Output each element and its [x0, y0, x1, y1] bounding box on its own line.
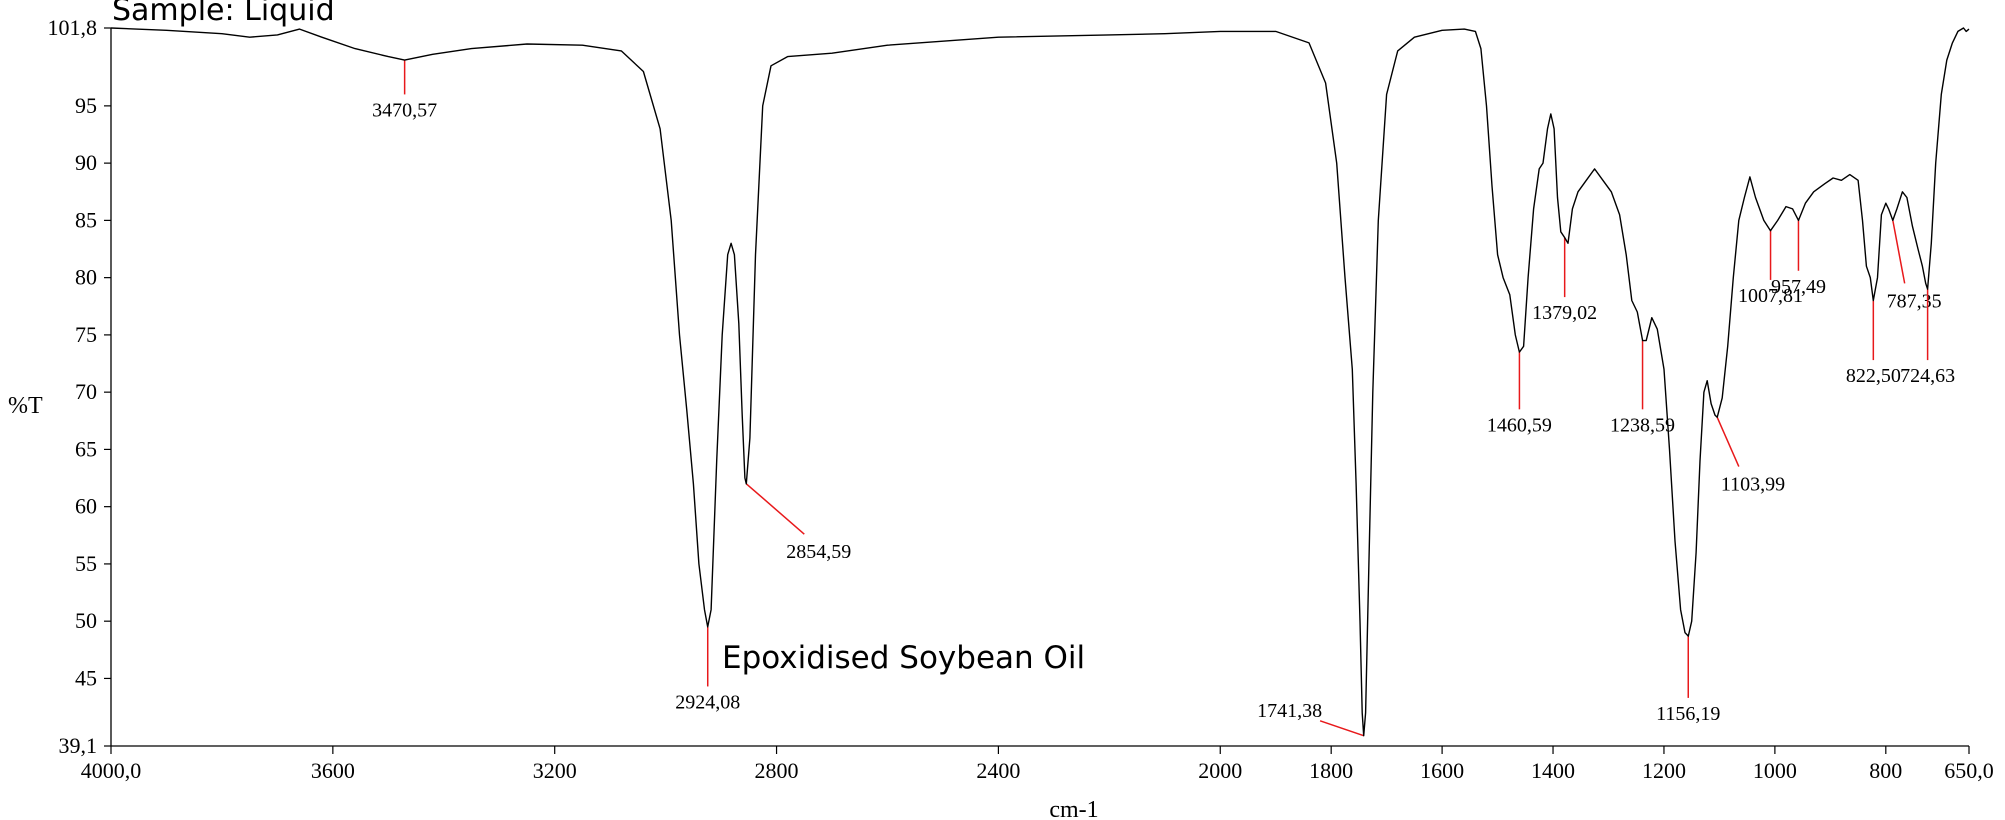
x-tick-label: 1400	[1531, 758, 1575, 783]
x-tick-label: 4000,0	[81, 758, 142, 783]
y-tick-label: 60	[75, 494, 97, 519]
y-axis-label: %T	[8, 393, 43, 419]
peak-label: 724,63	[1900, 365, 1955, 387]
peak-marker-line	[1892, 220, 1906, 284]
peak-label: 2924,08	[675, 691, 740, 713]
x-tick-label: 2000	[1198, 758, 1242, 783]
peak-label: 1007,81	[1738, 285, 1803, 307]
peak-label: 787,35	[1887, 290, 1942, 312]
peak-label: 822,50	[1846, 365, 1901, 387]
y-tick-label: 90	[75, 150, 97, 175]
y-tick-label: 65	[75, 436, 97, 461]
y-tick-label: 55	[75, 551, 97, 576]
x-tick-label: 2800	[755, 758, 799, 783]
y-tick-label: 39,1	[59, 733, 98, 758]
peak-label: 2854,59	[786, 541, 851, 563]
y-tick-label: 45	[75, 665, 97, 690]
peak-markers: 3470,57 2924,08 2854,59 1741,38 1460,59 1379,…	[372, 60, 1955, 737]
peak-marker-line	[745, 483, 805, 535]
peak-label: 1460,59	[1487, 414, 1552, 436]
x-tick-label: 2400	[976, 758, 1020, 783]
x-tick-label: 650,0	[1944, 758, 1994, 783]
y-tick-label: 80	[75, 265, 97, 290]
y-tick-label: 50	[75, 608, 97, 633]
y-tick-label: 85	[75, 207, 97, 232]
x-tick-label: 3600	[311, 758, 355, 783]
series-layer	[110, 27, 1970, 737]
peak-label: 1238,59	[1610, 414, 1675, 436]
peak-label: 3470,57	[372, 99, 437, 121]
x-tick-label: 3200	[533, 758, 577, 783]
peak-label: 957,49	[1771, 276, 1826, 298]
spectrum-title: Epoxidised Soybean Oil	[722, 640, 1085, 676]
y-tick-label: 95	[75, 93, 97, 118]
y-tick-label: 70	[75, 379, 97, 404]
y-tick-label: 75	[75, 322, 97, 347]
x-tick-label: 800	[1869, 758, 1902, 783]
peak-marker-line	[1319, 720, 1364, 737]
x-tick-label: 1000	[1753, 758, 1797, 783]
y-tick-label: 101,8	[48, 15, 98, 40]
spectrum-line-0	[110, 27, 1970, 737]
peak-label: 1156,19	[1656, 703, 1720, 725]
x-axis-label: cm-1	[1049, 797, 1098, 820]
x-tick-label: 1800	[1309, 758, 1353, 783]
peak-label: 1103,99	[1721, 474, 1785, 496]
x-tick-label: 1200	[1642, 758, 1686, 783]
peak-label: 1741,38	[1257, 700, 1322, 722]
sample-label: Sample: Liquid	[112, 0, 335, 28]
x-tick-label: 1600	[1420, 758, 1464, 783]
peak-marker-line	[1716, 417, 1740, 467]
peak-label: 1379,02	[1532, 302, 1597, 324]
